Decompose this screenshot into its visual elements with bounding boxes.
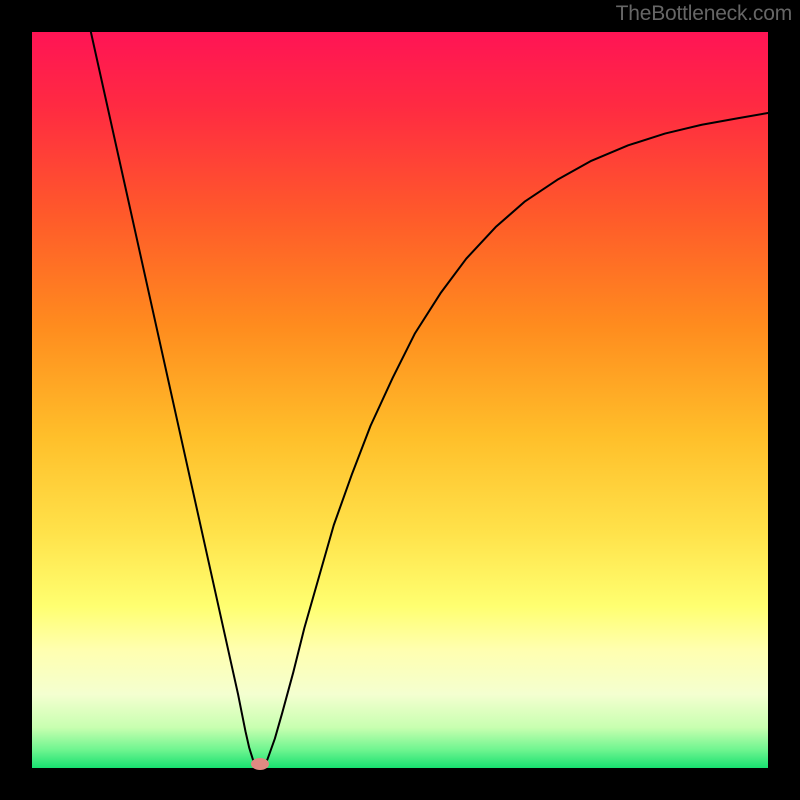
plot-area <box>32 32 768 768</box>
chart-frame: TheBottleneck.com <box>0 0 800 800</box>
optimum-marker <box>251 758 269 770</box>
plot-svg <box>32 32 768 768</box>
watermark-text: TheBottleneck.com <box>616 2 792 26</box>
gradient-background <box>32 32 768 768</box>
